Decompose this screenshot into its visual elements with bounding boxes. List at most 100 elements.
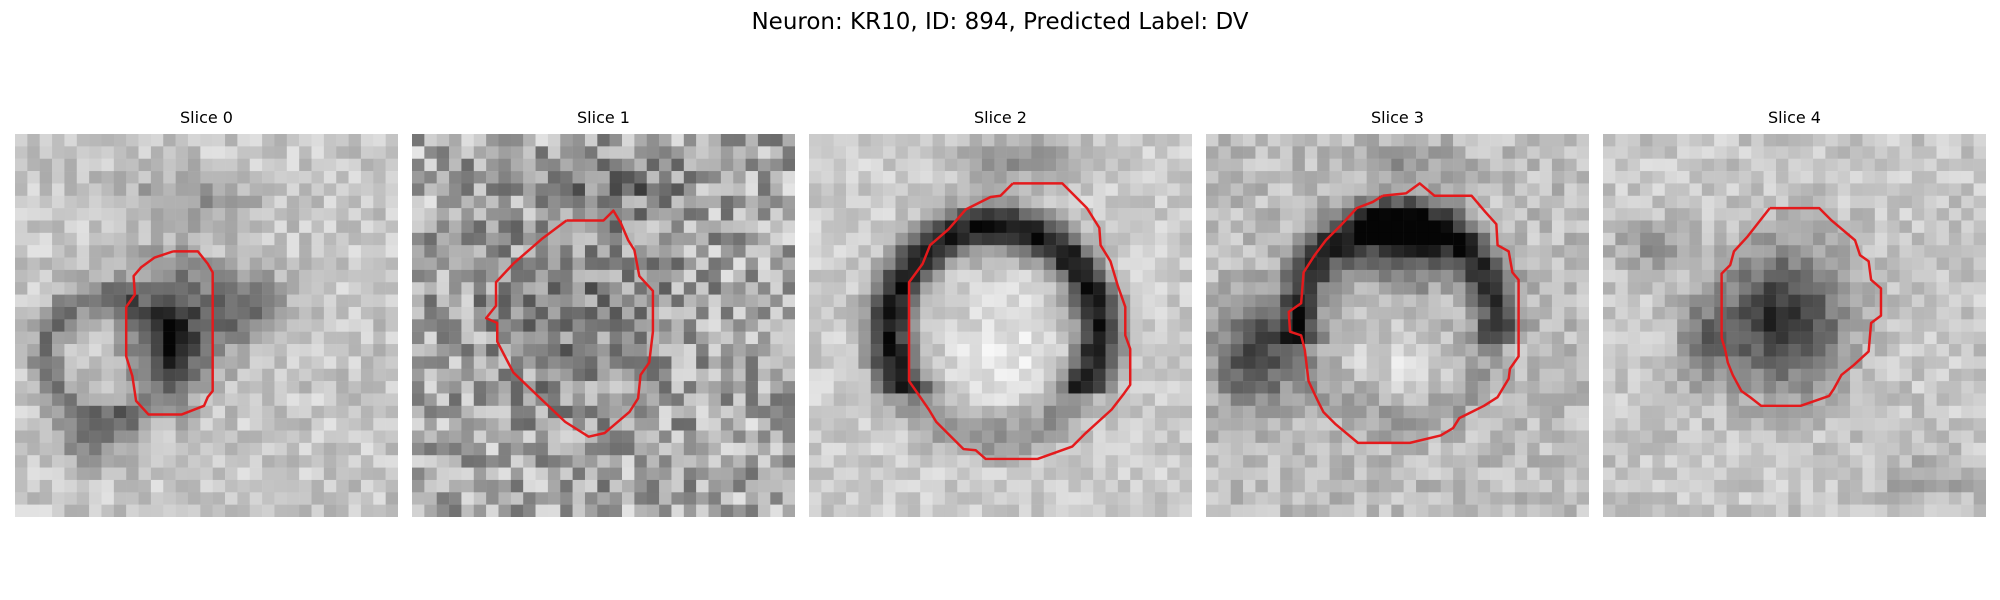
pixel [1788, 195, 1801, 209]
pixel [52, 183, 65, 197]
pixel [1267, 356, 1281, 369]
pixel [733, 368, 746, 382]
pixel [809, 467, 822, 481]
pixel [1154, 418, 1168, 431]
pixel [1329, 146, 1343, 159]
pixel [1973, 183, 1986, 197]
pixel [1006, 269, 1020, 283]
pixel [461, 282, 475, 295]
pixel [782, 442, 795, 456]
pixel [76, 418, 90, 431]
pixel [187, 282, 201, 295]
pixel [1378, 368, 1392, 382]
pixel [1924, 405, 1937, 419]
pixel [870, 171, 884, 184]
pixel [1850, 492, 1863, 505]
pixel [733, 442, 746, 456]
pixel [1142, 455, 1156, 468]
pixel [1154, 208, 1168, 221]
pixel [1701, 282, 1715, 295]
pixel [1726, 220, 1740, 234]
pixel [659, 344, 672, 357]
pixel [1850, 381, 1863, 394]
pixel [1664, 146, 1678, 159]
pixel [1961, 183, 1974, 197]
pixel [757, 504, 771, 517]
pixel [1862, 134, 1876, 147]
pixel [1280, 306, 1293, 320]
pixel [212, 257, 226, 271]
pixel [1117, 442, 1131, 456]
pixel [1403, 467, 1417, 481]
pixel [1179, 368, 1192, 382]
pixel [1477, 504, 1491, 517]
pixel [1490, 467, 1503, 481]
pixel [76, 294, 90, 308]
pixel [1850, 319, 1863, 332]
pixel [126, 146, 139, 159]
pixel [572, 158, 586, 172]
pixel [424, 294, 437, 308]
pixel [720, 134, 734, 147]
pixel [1477, 319, 1491, 332]
pixel [76, 269, 90, 283]
pixel [1502, 405, 1516, 419]
pixel [373, 430, 386, 444]
pixel [1862, 220, 1876, 234]
pixel [424, 430, 437, 444]
pixel [1453, 306, 1466, 320]
pixel [1206, 269, 1219, 283]
pixel [1751, 467, 1764, 481]
pixel [597, 492, 610, 505]
pixel [1317, 306, 1330, 320]
pixel [1615, 430, 1628, 444]
pixel [473, 344, 487, 357]
pixel [883, 368, 896, 382]
pixel [572, 381, 586, 394]
pixel [1453, 356, 1466, 369]
pixel [436, 442, 450, 456]
pixel [720, 294, 734, 308]
pixel [126, 183, 139, 197]
pixel [348, 319, 362, 332]
pixel [1615, 467, 1628, 481]
pixel [969, 479, 983, 493]
pixel [286, 294, 300, 308]
pixel [498, 467, 512, 481]
pixel [1354, 232, 1367, 246]
pixel [969, 158, 983, 172]
pixel [981, 306, 995, 320]
pixel [52, 158, 65, 172]
pixel [770, 158, 783, 172]
pixel [424, 269, 437, 283]
pixel [1551, 405, 1565, 419]
pixel [1440, 504, 1454, 517]
pixel [895, 294, 909, 308]
pixel [1329, 294, 1343, 308]
pixel [1206, 492, 1219, 505]
pixel [1961, 269, 1974, 283]
pixel [981, 134, 995, 147]
pixel [113, 220, 127, 234]
pixel [646, 455, 660, 468]
pixel [1006, 344, 1020, 357]
pixel [360, 504, 374, 517]
pixel [1031, 146, 1044, 159]
pixel [1936, 183, 1950, 197]
pixel [622, 430, 635, 444]
pixel [1862, 146, 1876, 159]
pixel [523, 344, 536, 357]
pixel [1477, 430, 1491, 444]
pixel [1738, 171, 1752, 184]
pixel [101, 319, 115, 332]
pixel [1813, 356, 1826, 369]
pixel [150, 183, 164, 197]
pixel [622, 356, 635, 369]
pixel [1813, 455, 1826, 468]
pixel [1751, 257, 1764, 271]
pixel [560, 183, 573, 197]
pixel [200, 158, 213, 172]
pixel [1019, 232, 1032, 246]
pixel [373, 405, 386, 419]
pixel [348, 405, 362, 419]
